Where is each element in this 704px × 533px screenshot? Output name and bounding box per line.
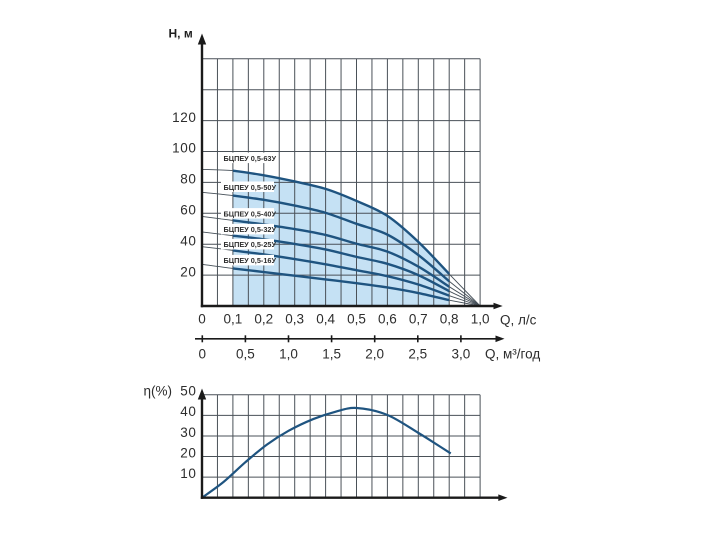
svg-text:БЦПЕУ 0,5-25У: БЦПЕУ 0,5-25У: [224, 240, 277, 249]
svg-text:БЦПЕУ 0,5-40У: БЦПЕУ 0,5-40У: [224, 209, 277, 218]
svg-text:0: 0: [198, 311, 206, 326]
svg-text:2,5: 2,5: [408, 347, 427, 362]
svg-text:БЦПЕУ 0,5-32У: БЦПЕУ 0,5-32У: [224, 225, 277, 234]
svg-text:40: 40: [180, 404, 196, 419]
svg-text:Q, л/с: Q, л/с: [500, 312, 537, 327]
svg-text:0,6: 0,6: [378, 311, 397, 326]
svg-text:120: 120: [172, 110, 196, 125]
svg-text:0,7: 0,7: [409, 311, 428, 326]
svg-text:100: 100: [172, 141, 196, 156]
svg-text:БЦПЕУ 0,5-63У: БЦПЕУ 0,5-63У: [224, 154, 277, 163]
svg-text:η(%): η(%): [144, 383, 173, 398]
svg-text:0,4: 0,4: [316, 311, 335, 326]
svg-text:50: 50: [180, 384, 196, 399]
svg-text:0,5: 0,5: [347, 311, 366, 326]
svg-text:60: 60: [180, 203, 196, 218]
svg-text:H, м: H, м: [169, 26, 193, 40]
svg-text:30: 30: [180, 425, 196, 440]
svg-text:2,0: 2,0: [365, 347, 384, 362]
svg-text:0,2: 0,2: [254, 311, 273, 326]
svg-text:0: 0: [199, 347, 207, 362]
svg-text:3,0: 3,0: [452, 347, 471, 362]
svg-text:1,5: 1,5: [322, 347, 341, 362]
svg-text:20: 20: [180, 445, 196, 460]
svg-text:0,5: 0,5: [236, 347, 255, 362]
svg-text:20: 20: [180, 264, 196, 279]
svg-text:БЦПЕУ 0,5-16У: БЦПЕУ 0,5-16У: [224, 256, 277, 265]
svg-text:БЦПЕУ 0,5-50У: БЦПЕУ 0,5-50У: [224, 183, 277, 192]
svg-text:80: 80: [180, 172, 196, 187]
svg-text:0,3: 0,3: [285, 311, 304, 326]
svg-text:Q, м³/год: Q, м³/год: [485, 347, 540, 362]
svg-text:0,8: 0,8: [440, 311, 459, 326]
svg-text:10: 10: [180, 466, 196, 481]
svg-text:1,0: 1,0: [471, 311, 490, 326]
svg-text:1,0: 1,0: [279, 347, 298, 362]
svg-text:0,1: 0,1: [224, 311, 243, 326]
svg-text:40: 40: [180, 233, 196, 248]
